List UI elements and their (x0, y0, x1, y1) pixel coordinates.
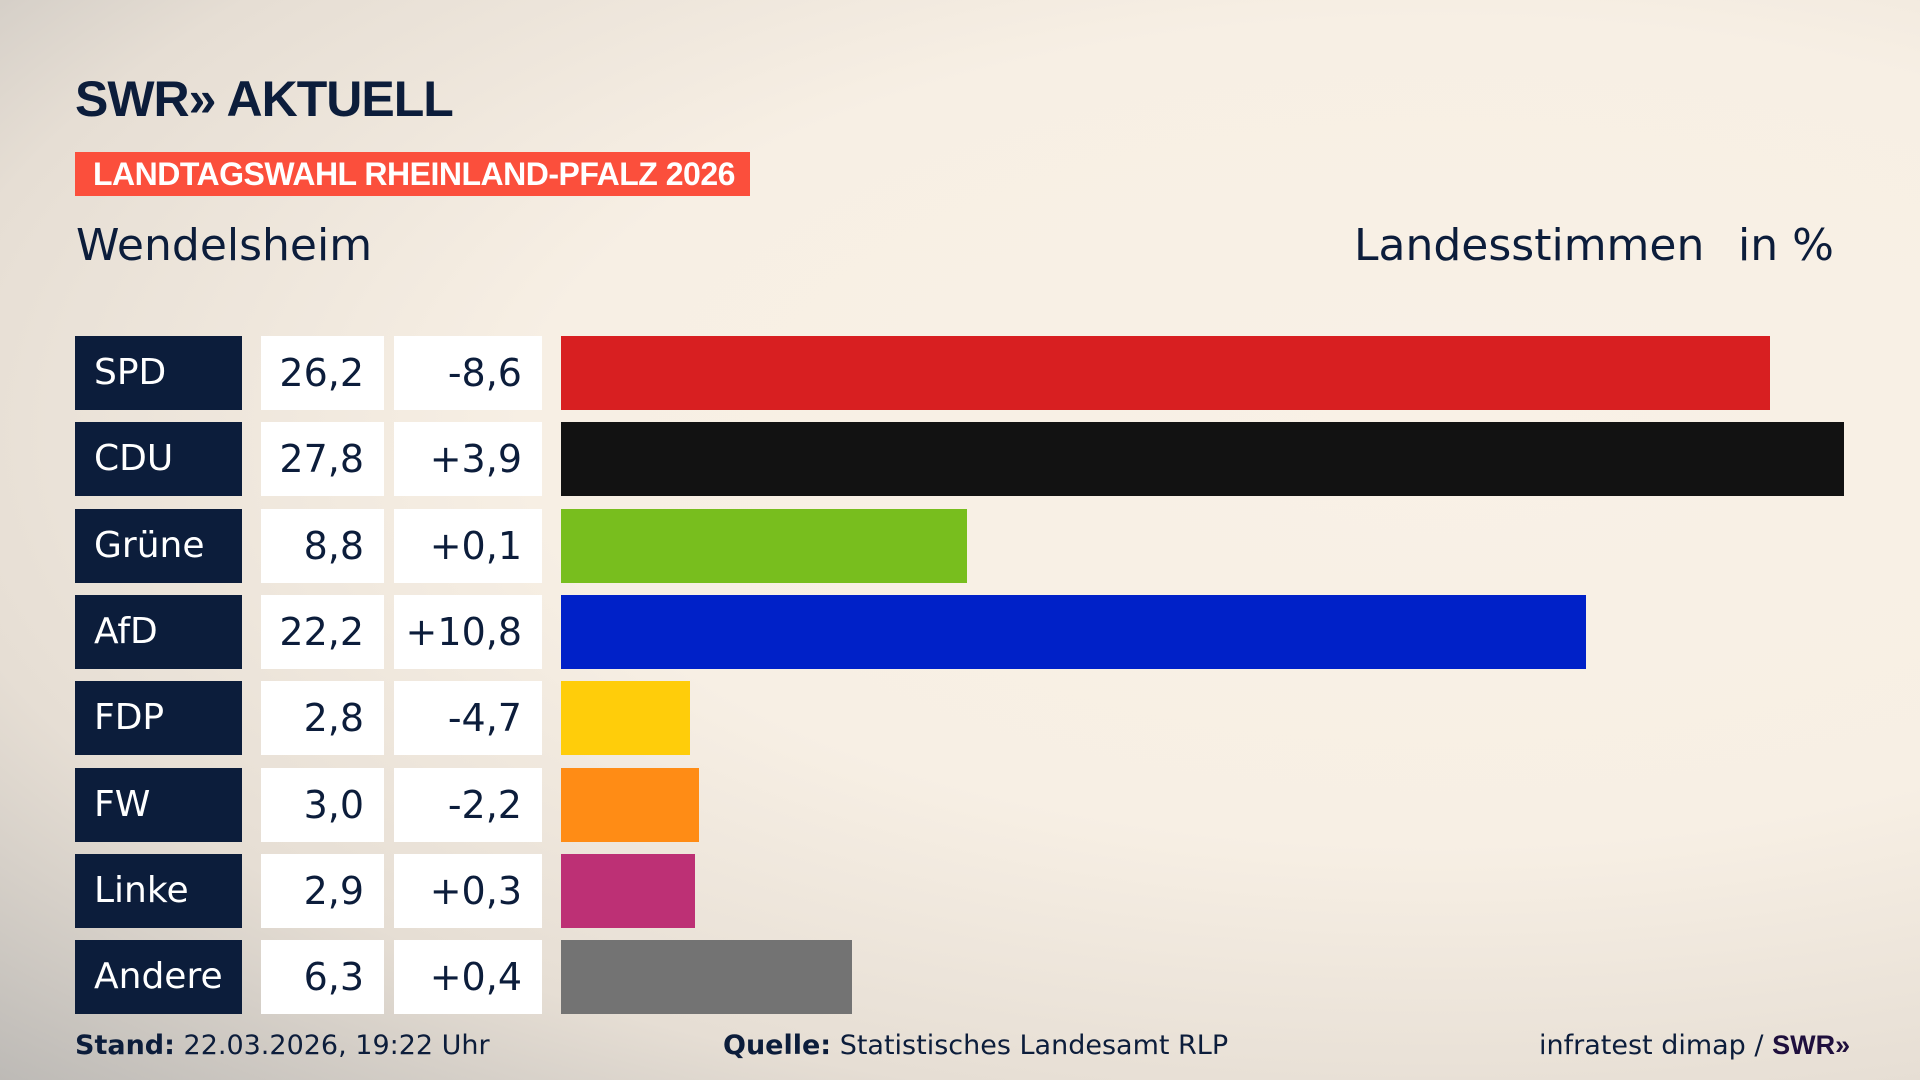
measure-label: Landesstimmen (1354, 220, 1705, 271)
change-label: -2,2 (394, 767, 542, 842)
party-label: FW (75, 767, 242, 842)
unit-label: in % (1738, 220, 1834, 271)
value-label: 22,2 (261, 594, 384, 669)
party-label: FDP (75, 681, 242, 756)
value-label: 2,9 (261, 853, 384, 928)
change-label: -4,7 (394, 681, 542, 756)
value-label: 26,2 (261, 336, 384, 410)
source-value: Statistisches Landesamt RLP (839, 1030, 1229, 1061)
source: Quelle: Statistisches Landesamt RLP (723, 1030, 1228, 1061)
party-label: Grüne (75, 508, 242, 583)
bar (561, 767, 700, 842)
timestamp: Stand: 22.03.2026, 19:22 Uhr (75, 1030, 490, 1061)
bar (561, 336, 1771, 410)
swr-logo: SWR» (1772, 1030, 1851, 1060)
swr-aktuell-logo: SWR» AKTUELL (75, 71, 454, 127)
value-label: 6,3 (261, 940, 384, 1015)
change-label: +0,1 (394, 508, 542, 583)
party-label: Linke (75, 853, 242, 928)
source-label: Quelle: (723, 1030, 832, 1061)
bar (561, 940, 852, 1015)
party-label: SPD (75, 336, 242, 410)
stand-value: 22.03.2026, 19:22 Uhr (183, 1030, 490, 1061)
credit: infratest dimap / SWR» (1539, 1030, 1850, 1061)
party-label: Andere (75, 940, 242, 1015)
value-label: 3,0 (261, 767, 384, 842)
value-label: 27,8 (261, 422, 384, 497)
bar (561, 422, 1844, 497)
party-label: CDU (75, 422, 242, 497)
change-label: +0,4 (394, 940, 542, 1015)
bar (561, 508, 968, 583)
value-label: 8,8 (261, 508, 384, 583)
bar (561, 681, 691, 756)
election-banner: LANDTAGSWAHL RHEINLAND-PFALZ 2026 (75, 152, 750, 196)
place-name: Wendelsheim (76, 220, 373, 271)
party-label: AfD (75, 594, 242, 669)
change-label: +0,3 (394, 853, 542, 928)
bar (561, 853, 695, 928)
credit-text: infratest dimap / (1539, 1030, 1764, 1061)
change-label: -8,6 (394, 336, 542, 410)
change-label: +3,9 (394, 422, 542, 497)
stand-label: Stand: (75, 1030, 175, 1061)
change-label: +10,8 (394, 594, 542, 669)
value-label: 2,8 (261, 681, 384, 756)
bar (561, 594, 1586, 669)
